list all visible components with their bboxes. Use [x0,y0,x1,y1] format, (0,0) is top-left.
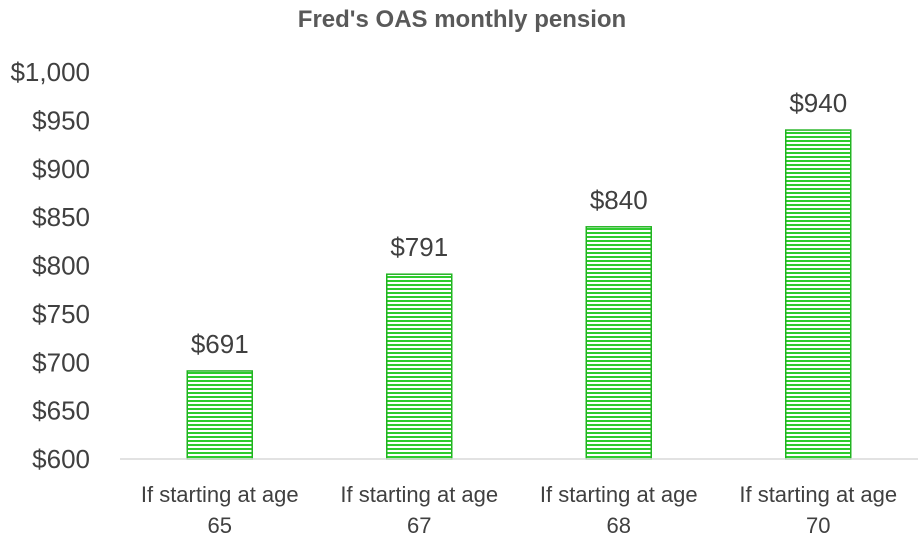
y-tick-label: $950 [32,105,90,135]
x-tick-label: If starting at age [739,482,897,507]
x-tick-label: If starting at age [540,482,698,507]
x-tick-label: 65 [208,513,232,538]
data-label: $840 [590,185,648,215]
bar [585,226,652,460]
y-tick-label: $1,000 [10,57,90,87]
x-tick-label: 70 [806,513,830,538]
bar [186,370,253,460]
data-label: $940 [789,88,847,118]
chart-title: Fred's OAS monthly pension [298,6,626,33]
bar [785,129,852,460]
y-tick-label: $750 [32,299,90,329]
data-labels: $691 $791 $840 $940 [191,88,847,359]
x-tick-label: If starting at age [141,482,299,507]
x-tick-label: If starting at age [340,482,498,507]
bars [186,129,852,460]
y-tick-label: $650 [32,396,90,426]
bar [386,273,453,460]
x-axis-tick-labels: If starting at age 65 If starting at age 67… [141,482,897,538]
data-label: $791 [390,232,448,262]
data-label: $691 [191,329,249,359]
x-tick-label: 67 [407,513,431,538]
x-tick-label: 68 [607,513,631,538]
y-axis-tick-labels: $600 $650 $700 $750 $800 $850 $900 $950 $1,000 [10,57,90,474]
y-tick-label: $600 [32,444,90,474]
y-tick-label: $800 [32,251,90,281]
y-tick-label: $700 [32,347,90,377]
y-tick-label: $850 [32,202,90,232]
y-tick-label: $900 [32,154,90,184]
